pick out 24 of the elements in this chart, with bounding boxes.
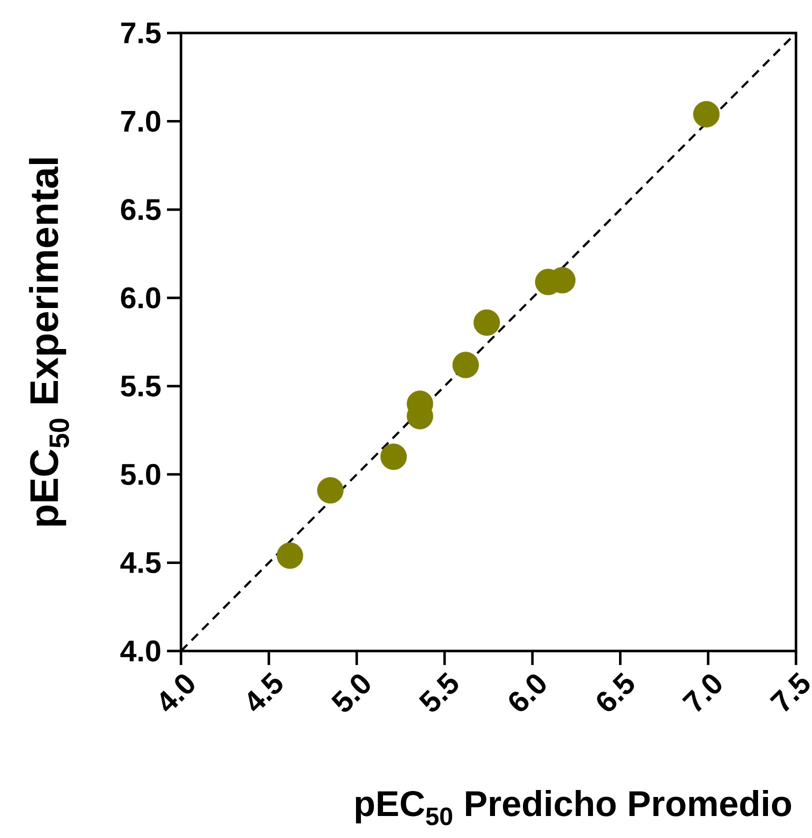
y-tick-label: 7.5 (121, 22, 161, 44)
point (693, 101, 720, 128)
x-tick-label: 5.0 (331, 674, 370, 712)
x-tick-label: 4.5 (248, 672, 282, 712)
y-tick-label: 4.5 (120, 552, 161, 574)
x-tick-label: 6.0 (509, 674, 546, 712)
x-tick-label: 7.5 (770, 672, 810, 712)
point (317, 477, 344, 504)
point (380, 444, 407, 470)
point (276, 542, 304, 569)
point (452, 352, 479, 378)
x-axis-title: pEC$_{50}$ Predicho Promedio (356, 790, 792, 826)
y-axis-title: pEC$_{50}$ Experimental (29, 158, 70, 526)
point (474, 309, 500, 336)
y-tick-label: 5.5 (120, 376, 161, 397)
y-tick-label: 5.0 (120, 464, 160, 486)
x-tick-label: 4.0 (160, 674, 194, 712)
y-tick-label: 7.0 (121, 110, 160, 132)
y-tick-label: 4.0 (120, 640, 160, 662)
y-tick-label: 6.5 (121, 198, 161, 220)
x-tick-label: 7.0 (682, 674, 722, 712)
x-tick-label: 6.5 (597, 672, 634, 712)
x-tick-label: 5.5 (418, 672, 458, 712)
y-tick-label: 6.0 (121, 287, 160, 308)
